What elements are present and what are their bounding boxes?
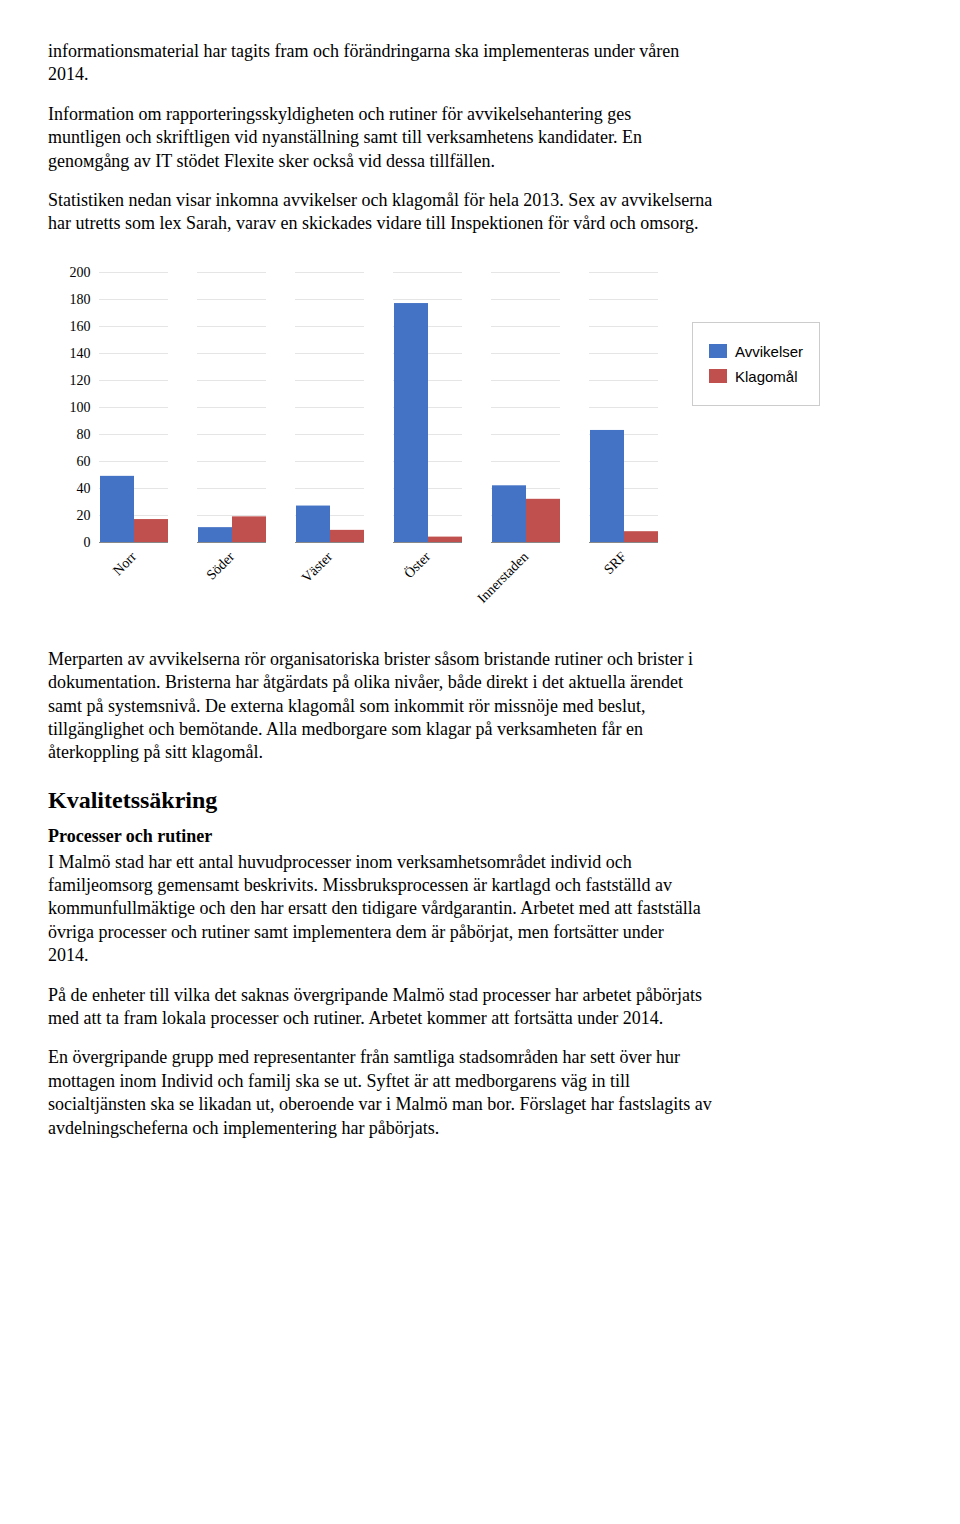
svg-text:Söder: Söder: [204, 549, 238, 583]
html-text:Klagomål: Klagomål: [735, 367, 798, 385]
svg-text:160: 160: [70, 319, 91, 334]
html-text:Avvikelser: Avvikelser: [735, 342, 804, 360]
html-text:Merparten av avvikelserna rör: Merparten av avvikelserna rör organisato…: [48, 648, 693, 763]
svg-text:120: 120: [70, 373, 91, 388]
html-text:informationsmaterial har tagit: informationsmaterial har tagits fram och…: [48, 41, 680, 85]
svg-text:60: 60: [77, 454, 91, 469]
svg-text:Innerstaden: Innerstaden: [474, 549, 531, 606]
html-text:Information om rapporteringssk: Information om rapporteringsskyldigheten…: [48, 103, 642, 171]
html-text:Kvalitetssäkring: Kvalitetssäkring: [48, 786, 218, 813]
svg-text:80: 80: [77, 427, 91, 442]
svg-text:40: 40: [77, 481, 91, 496]
svg-text:Öster: Öster: [401, 548, 434, 581]
html-text:I Malmö stad har ett antal huv: I Malmö stad har ett antal huvudprocesse…: [48, 851, 701, 966]
svg-text:20: 20: [77, 508, 91, 523]
svg-text:Väster: Väster: [299, 549, 336, 586]
html-text:Statistiken nedan visar inkomn: Statistiken nedan visar inkomna avvikels…: [48, 190, 713, 234]
html-text:En övergripande grupp med repr: En övergripande grupp med representanter…: [48, 1047, 712, 1138]
html-text:På de enheter till vilka det s: På de enheter till vilka det saknas över…: [48, 984, 702, 1028]
html-text:Processer och rutiner: Processer och rutiner: [48, 825, 213, 846]
svg-text:100: 100: [70, 400, 91, 415]
svg-text:140: 140: [70, 346, 91, 361]
svg-text:200: 200: [70, 265, 91, 280]
svg-text:Norr: Norr: [110, 549, 140, 579]
svg-text:0: 0: [84, 535, 91, 550]
svg-text:SRF: SRF: [601, 549, 629, 577]
svg-text:180: 180: [70, 292, 91, 307]
